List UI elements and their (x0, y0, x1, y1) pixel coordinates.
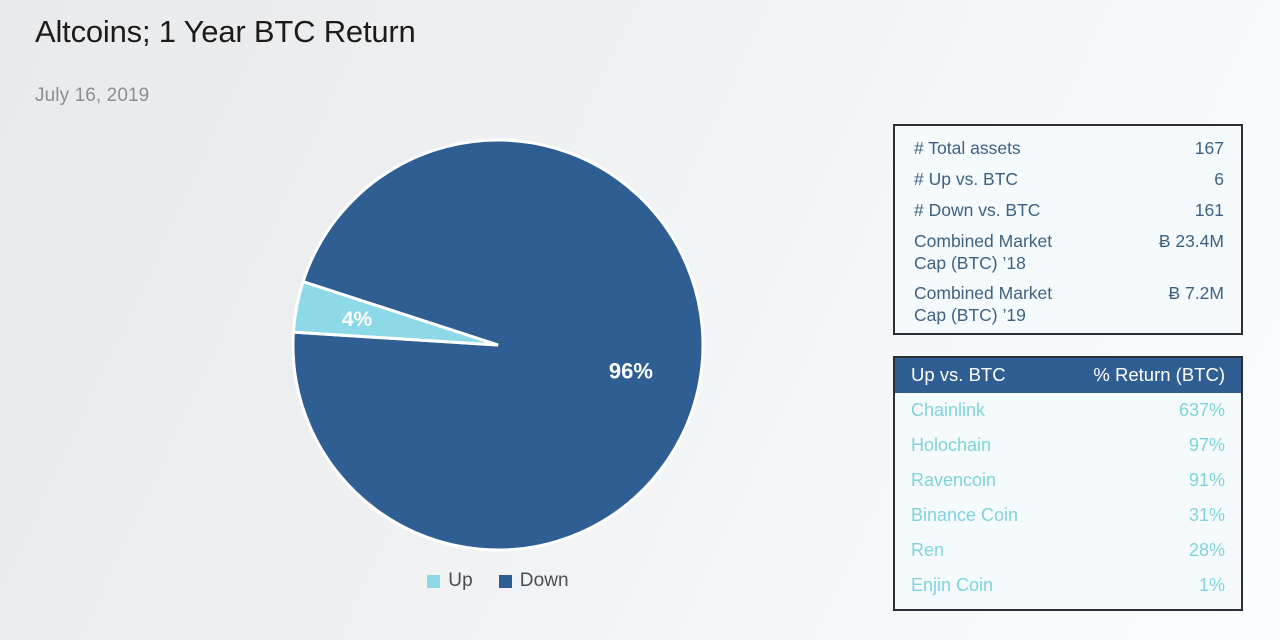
stat-label: Combined Market Cap (BTC) ’19 (914, 283, 1053, 326)
legend-label-down: Down (519, 570, 569, 591)
legend-item-up[interactable]: Up (427, 570, 473, 592)
coin-name: Holochain (911, 435, 992, 455)
stat-value: 6 (1214, 168, 1224, 189)
pie-chart-svg: 4% 96% (291, 138, 705, 552)
table-row[interactable]: Chainlink 637% (895, 393, 1241, 428)
stat-value: 167 (1194, 138, 1224, 158)
stat-row: Combined Market Cap (BTC) ’19 Ƀ 7.2M (914, 278, 1224, 331)
table-row[interactable]: Enjin Coin 1% (895, 568, 1241, 603)
coin-return: 91% (1188, 470, 1225, 490)
stat-row: # Down vs. BTC 161 (914, 195, 1224, 226)
stat-value: Ƀ 23.4M (1158, 230, 1224, 251)
pie-chart: 4% 96% (268, 120, 728, 580)
coin-name: Ren (911, 540, 945, 560)
stat-label: Combined Market Cap (BTC) ’18 (914, 230, 1053, 273)
legend-swatch-up-icon (427, 574, 441, 588)
legend-swatch-down-icon (498, 574, 512, 588)
page-date: July 16, 2019 (35, 85, 150, 106)
stat-row: # Up vs. BTC 6 (914, 164, 1224, 195)
coin-return: 97% (1188, 435, 1225, 455)
stat-label: # Up vs. BTC (914, 168, 1019, 189)
pie-legend: Up Down (268, 570, 728, 592)
column-header-return: % Return (BTC) (1093, 364, 1225, 385)
coin-return: 31% (1188, 505, 1225, 525)
stat-value: Ƀ 7.2M (1168, 283, 1224, 304)
legend-item-down[interactable]: Down (498, 570, 569, 592)
legend-label-up: Up (448, 570, 473, 591)
coin-name: Chainlink (911, 400, 986, 420)
table-row[interactable]: Binance Coin 31% (895, 498, 1241, 533)
column-header-name: Up vs. BTC (911, 364, 1006, 385)
stat-row: Combined Market Cap (BTC) ’18 Ƀ 23.4M (914, 226, 1224, 279)
stat-value: 161 (1194, 199, 1224, 220)
stat-row: # Total assets 167 (914, 133, 1224, 164)
summary-stats-panel: # Total assets 167 # Up vs. BTC 6 # Down… (893, 124, 1243, 335)
page-title: Altcoins; 1 Year BTC Return (35, 14, 416, 49)
stat-label: # Down vs. BTC (914, 199, 1041, 220)
coin-name: Enjin Coin (911, 575, 994, 595)
pie-label-down: 96% (609, 358, 653, 383)
stat-label: # Total assets (914, 138, 1021, 158)
coin-name: Binance Coin (911, 505, 1019, 525)
pie-slice-up[interactable] (291, 279, 499, 347)
coin-return: 28% (1188, 540, 1225, 560)
table-row[interactable]: Ravencoin 91% (895, 463, 1241, 498)
table-row[interactable]: Holochain 97% (895, 428, 1241, 463)
pie-label-up: 4% (342, 308, 373, 331)
coin-return: 1% (1198, 575, 1225, 595)
up-vs-btc-table: Up vs. BTC % Return (BTC) Chainlink 637%… (893, 356, 1243, 611)
coin-return: 637% (1178, 400, 1225, 420)
table-header-row: Up vs. BTC % Return (BTC) (895, 358, 1241, 393)
table-row[interactable]: Ren 28% (895, 533, 1241, 568)
coin-name: Ravencoin (911, 470, 997, 490)
